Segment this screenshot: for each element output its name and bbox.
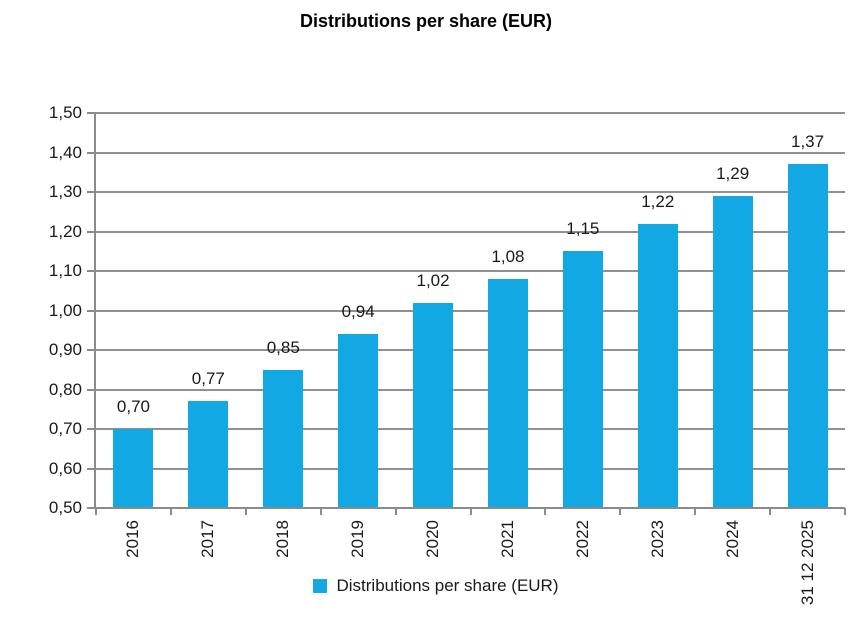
- bar-value-label: 1,22: [641, 191, 675, 211]
- y-tick-label: 1,30: [48, 182, 82, 201]
- x-axis-label: 2022: [572, 520, 594, 563]
- x-axis-label-text: 2016: [123, 520, 143, 558]
- y-tick: [87, 151, 96, 154]
- legend-swatch-icon: [313, 579, 328, 593]
- bar: [637, 223, 678, 508]
- y-tick-label: 1,00: [48, 300, 82, 320]
- x-axis-label-text: 2023: [647, 520, 667, 558]
- y-tick: [87, 388, 96, 391]
- x-tick: [319, 508, 322, 515]
- bar: [787, 164, 828, 508]
- legend: Distributions per share (EUR): [10, 576, 852, 596]
- y-tick-label: 0,90: [48, 340, 82, 359]
- x-axis-label: 31 12 2025: [797, 520, 819, 610]
- y-tick: [87, 112, 96, 114]
- y-tick-label: 1,10: [48, 261, 82, 280]
- y-tick-label: 0,80: [48, 379, 82, 399]
- bar: [338, 334, 379, 508]
- x-axis-label-text: 2021: [497, 520, 517, 558]
- gridline: [96, 151, 845, 154]
- x-axis-label-text: 2018: [273, 520, 293, 558]
- y-tick-label: 1,20: [48, 221, 82, 241]
- x-axis-label-text: 2022: [572, 520, 592, 558]
- gridline: [96, 467, 845, 470]
- y-tick: [87, 428, 96, 430]
- x-axis-label-text: 2020: [423, 520, 443, 558]
- gridline: [96, 230, 845, 233]
- bar-value-label: 0,70: [116, 397, 150, 416]
- bar: [413, 302, 454, 508]
- bar-value-label: 0,85: [266, 337, 300, 357]
- y-tick: [87, 349, 96, 351]
- chart-title: Distributions per share (EUR): [299, 11, 553, 31]
- bar: [188, 401, 229, 508]
- x-tick: [394, 508, 397, 515]
- gridline: [96, 191, 845, 193]
- x-axis-label: 2020: [422, 520, 444, 563]
- bar-value-label: 0,77: [191, 369, 225, 389]
- x-tick: [694, 508, 697, 515]
- x-tick: [169, 508, 172, 515]
- legend-label: Distributions per share (EUR): [336, 576, 559, 595]
- y-tick-label: 1,50: [48, 103, 82, 122]
- bar-value-label: 0,94: [341, 302, 375, 322]
- gridline: [96, 388, 845, 391]
- x-axis-label-text: 2024: [722, 520, 742, 558]
- gridline: [96, 270, 845, 272]
- x-tick: [469, 508, 472, 515]
- gridline: [96, 112, 845, 114]
- x-tick: [95, 508, 97, 515]
- x-axis-label-text: 2017: [198, 520, 218, 558]
- x-axis-label: 2017: [197, 520, 219, 563]
- bar: [113, 429, 154, 508]
- gridline: [96, 428, 845, 430]
- x-axis-label: 2023: [647, 520, 669, 563]
- y-tick-label: 1,40: [48, 142, 82, 162]
- x-axis-label: 2021: [497, 520, 519, 563]
- bar: [487, 278, 528, 508]
- bar-value-label: 1,08: [491, 246, 525, 266]
- y-tick: [87, 467, 96, 470]
- y-tick-label: 0,70: [48, 419, 82, 438]
- bar: [712, 195, 753, 508]
- gridline: [96, 309, 845, 312]
- x-tick: [544, 508, 547, 515]
- y-tick: [87, 507, 96, 509]
- plot-area: 0,70 0,77 0,85 0,94 1,02 1,08 1,15 1,22 1,29 1,37…: [49, 103, 846, 605]
- bar-value-label: 1,02: [416, 270, 450, 290]
- y-tick-label: 0,60: [48, 458, 82, 478]
- bar: [562, 251, 603, 508]
- bar-value-label: 1,15: [566, 219, 600, 239]
- y-tick: [87, 230, 96, 233]
- x-axis-label: 2016: [122, 520, 144, 563]
- y-tick: [87, 309, 96, 312]
- x-tick: [769, 508, 772, 515]
- y-tick-label: 0,50: [48, 498, 82, 517]
- gridline: [96, 349, 845, 351]
- y-tick: [87, 191, 96, 193]
- x-axis-label: 2018: [272, 520, 294, 563]
- x-tick: [844, 508, 846, 515]
- x-tick: [619, 508, 622, 515]
- bar: [263, 369, 304, 508]
- y-tick: [87, 270, 96, 272]
- x-axis-label: 2019: [347, 520, 369, 563]
- x-axis-label: 2024: [722, 520, 744, 563]
- x-tick: [244, 508, 247, 515]
- bar-value-label: 1,37: [791, 132, 825, 152]
- bar-value-label: 1,29: [716, 163, 750, 183]
- x-axis-label-text: 2019: [348, 520, 368, 558]
